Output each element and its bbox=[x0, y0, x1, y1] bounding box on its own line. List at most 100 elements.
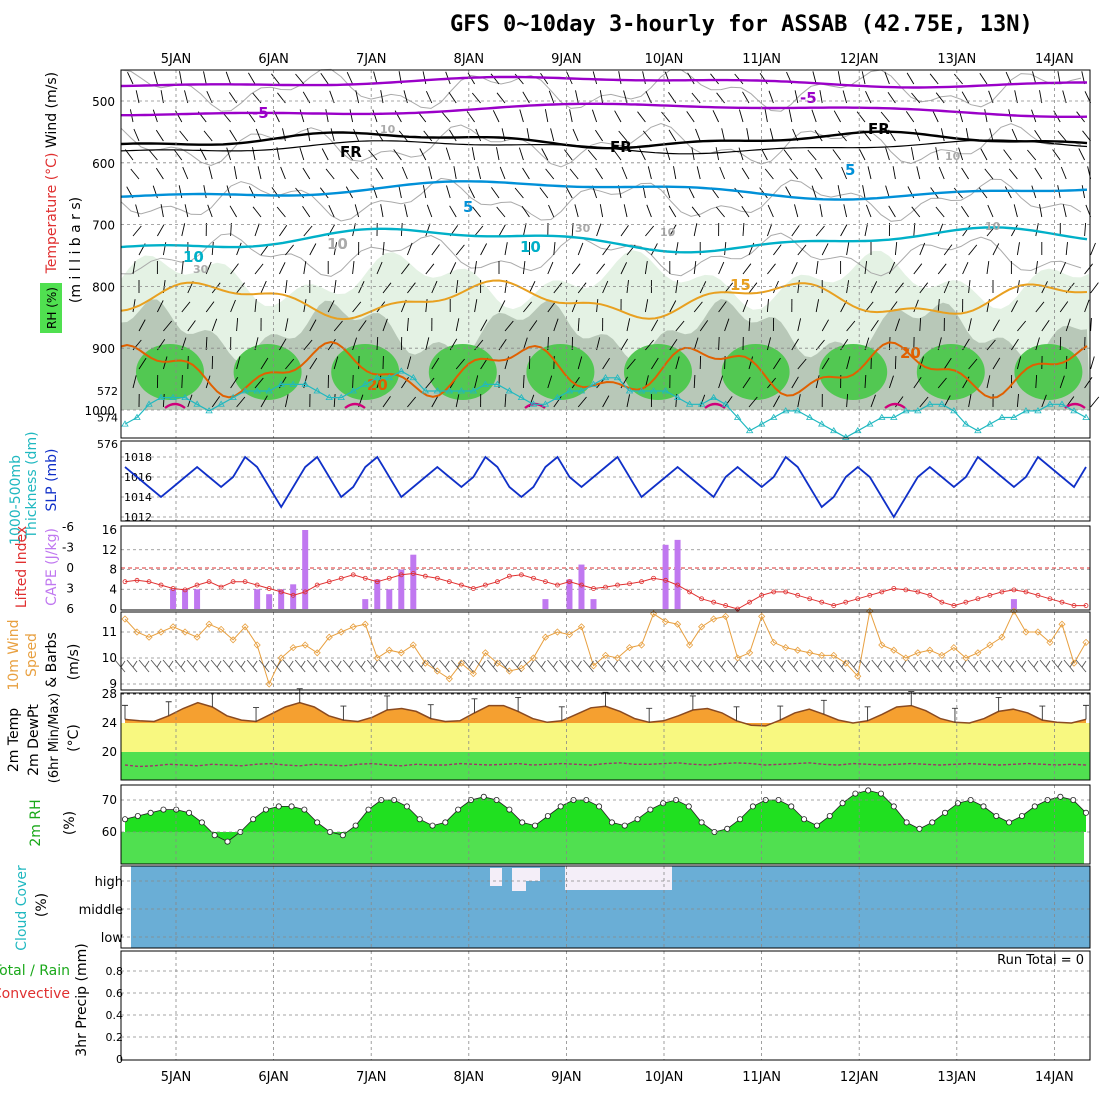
wind-barb bbox=[480, 243, 487, 256]
wind-barb bbox=[906, 72, 915, 85]
thickness-point bbox=[553, 393, 562, 401]
precip-axis-label: 3hr Precip (mm) bbox=[74, 943, 90, 1056]
wind-barb bbox=[846, 320, 856, 332]
wind-barb bbox=[842, 90, 848, 104]
rh2m-point bbox=[608, 819, 615, 826]
thickness-point bbox=[373, 373, 381, 381]
panel-frame bbox=[120, 950, 1091, 1061]
wind-barb bbox=[446, 185, 451, 199]
wind-barb-10m bbox=[607, 659, 618, 673]
wind-speed-point bbox=[758, 612, 766, 620]
wind-barb-10m bbox=[270, 659, 282, 673]
wind-barb bbox=[919, 396, 929, 408]
wind-barb bbox=[937, 223, 944, 237]
cape-bar bbox=[542, 599, 549, 609]
rh-moist-blob bbox=[1014, 344, 1083, 400]
wind-barb bbox=[148, 149, 158, 161]
wind-barb bbox=[327, 339, 336, 351]
wind-barb bbox=[1008, 168, 1018, 180]
li-point bbox=[242, 579, 248, 585]
thickness-point bbox=[277, 380, 285, 387]
wind-barb bbox=[940, 128, 945, 142]
wind-barb bbox=[738, 147, 744, 161]
precip-convective-label: Convective bbox=[0, 986, 70, 1002]
wind-barb-10m bbox=[402, 659, 414, 673]
wind-barb bbox=[1011, 300, 1018, 313]
wind-barb bbox=[620, 338, 629, 351]
wind-barb bbox=[132, 299, 136, 313]
thickness-point bbox=[661, 387, 670, 394]
pressure-tick-label: 800 bbox=[92, 280, 115, 294]
wind-barb bbox=[181, 261, 184, 275]
wind-barb bbox=[773, 395, 780, 408]
wind-barb bbox=[181, 301, 191, 313]
wind-barb bbox=[373, 71, 378, 85]
li-point bbox=[1035, 592, 1041, 598]
wind-barb bbox=[230, 299, 236, 313]
rh2m-point bbox=[250, 816, 257, 823]
date-label-top: 6JAN bbox=[258, 52, 289, 67]
wind-barb bbox=[130, 168, 140, 180]
rh2m-point bbox=[301, 806, 308, 813]
wind-barb-10m bbox=[354, 659, 366, 673]
wind-barb bbox=[528, 281, 536, 294]
wind-barb bbox=[319, 187, 329, 199]
wind-barb bbox=[626, 318, 631, 332]
wind-barb bbox=[642, 130, 652, 142]
wind-barb bbox=[522, 91, 530, 104]
li-point bbox=[591, 586, 596, 591]
wind-speed-point bbox=[950, 644, 958, 652]
rh2m-point bbox=[788, 803, 795, 810]
wind-barb bbox=[498, 300, 506, 313]
wind-barb-10m bbox=[559, 659, 570, 673]
wind-barb bbox=[905, 111, 915, 123]
thickness-point bbox=[289, 380, 297, 387]
wind-barb bbox=[935, 206, 945, 218]
wind-barb bbox=[406, 356, 412, 370]
wind-barb bbox=[913, 299, 919, 313]
li-point bbox=[230, 579, 236, 585]
wind-speed-point bbox=[385, 646, 393, 654]
wind-barb bbox=[712, 110, 720, 123]
wind-barb bbox=[1090, 242, 1096, 256]
wind-barb bbox=[767, 204, 774, 218]
minmax-bar bbox=[602, 691, 609, 707]
wind-barb bbox=[260, 357, 269, 370]
li-point bbox=[146, 579, 152, 585]
wind-barb bbox=[911, 206, 921, 218]
wind-speed-point bbox=[625, 644, 634, 652]
wind-speed-point bbox=[613, 654, 622, 662]
li-point bbox=[1023, 589, 1029, 595]
wind-barb bbox=[1041, 394, 1047, 408]
wind-barb bbox=[1084, 299, 1090, 313]
thickness-point bbox=[181, 393, 189, 401]
wind-barb-10m bbox=[655, 659, 666, 673]
wind-barb bbox=[358, 320, 367, 332]
li-tick-label: -3 bbox=[62, 541, 74, 555]
wind-barb bbox=[466, 111, 475, 123]
wind-barb bbox=[309, 243, 317, 256]
wind-barb bbox=[205, 301, 215, 313]
wind-barb-10m bbox=[679, 659, 690, 673]
wind-barb bbox=[236, 242, 242, 256]
wind-barb bbox=[742, 263, 752, 275]
cape-bar bbox=[362, 599, 369, 609]
wind-barb-10m bbox=[1063, 659, 1075, 673]
wind-barb bbox=[647, 166, 652, 180]
wind-barb bbox=[577, 317, 580, 332]
minmax-bar bbox=[820, 699, 827, 715]
wind-barb bbox=[518, 147, 524, 161]
wind-barb bbox=[453, 166, 457, 180]
panel-frame bbox=[120, 611, 1091, 691]
wind-barb bbox=[490, 73, 500, 85]
wind-speed-point bbox=[890, 646, 898, 654]
wind-barb bbox=[980, 148, 988, 161]
cape-bar bbox=[674, 539, 681, 609]
wind-barb bbox=[455, 358, 465, 370]
wind-barb bbox=[888, 205, 896, 218]
wind-barb bbox=[675, 320, 685, 332]
wind-barb bbox=[284, 394, 289, 408]
rh2m-point bbox=[352, 822, 359, 829]
date-label-top: 8JAN bbox=[454, 52, 485, 67]
minmax-bar bbox=[777, 705, 784, 721]
